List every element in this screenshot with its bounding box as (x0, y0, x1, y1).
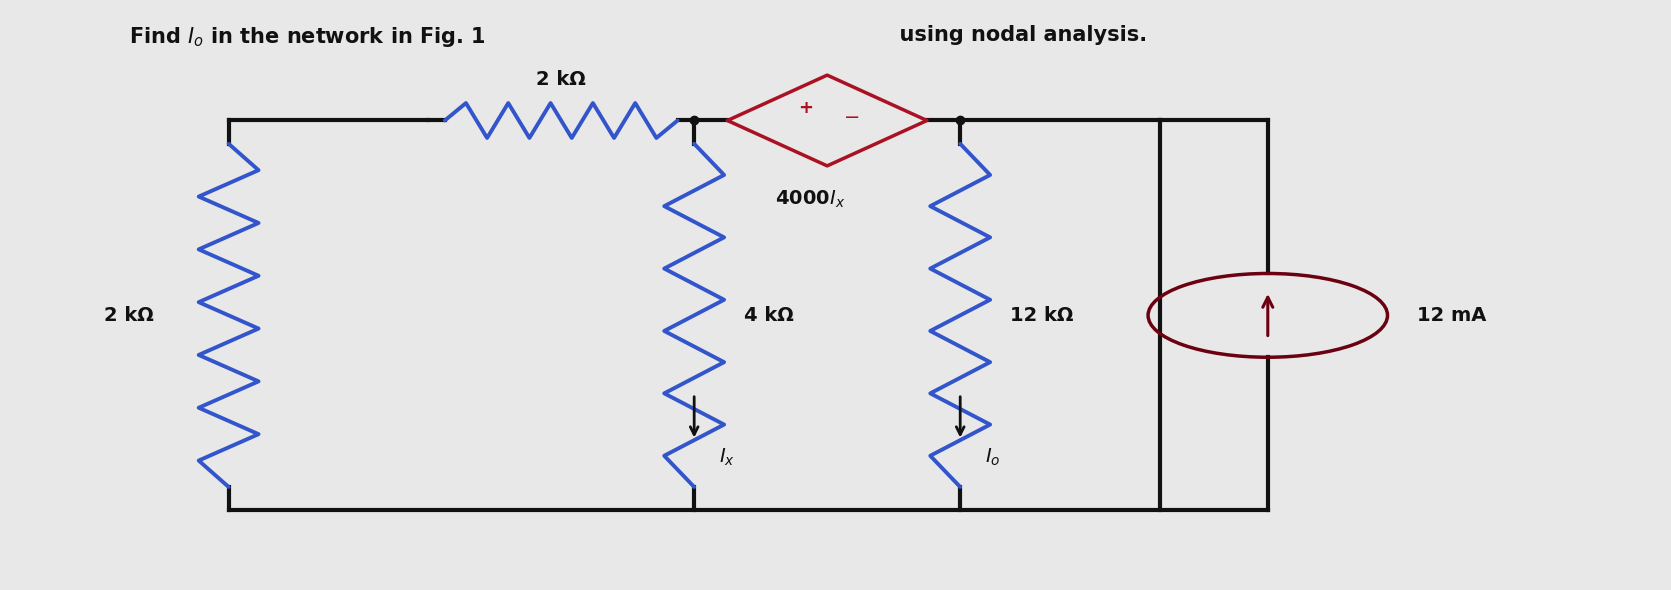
Text: using nodal analysis.: using nodal analysis. (886, 25, 1148, 44)
Text: +: + (799, 99, 814, 117)
Text: 12 kΩ: 12 kΩ (1009, 306, 1073, 325)
Text: $I_x$: $I_x$ (719, 446, 735, 467)
Text: 2 kΩ: 2 kΩ (104, 306, 154, 325)
Text: −: − (844, 109, 861, 127)
Text: 12 mA: 12 mA (1417, 306, 1487, 325)
Text: 2 kΩ: 2 kΩ (536, 70, 587, 88)
Text: $I_o$: $I_o$ (986, 446, 1001, 467)
Text: Find $I_o$ in the network in Fig. 1: Find $I_o$ in the network in Fig. 1 (129, 25, 486, 48)
Text: 4 kΩ: 4 kΩ (744, 306, 794, 325)
Text: 4000$I_x$: 4000$I_x$ (775, 189, 846, 211)
